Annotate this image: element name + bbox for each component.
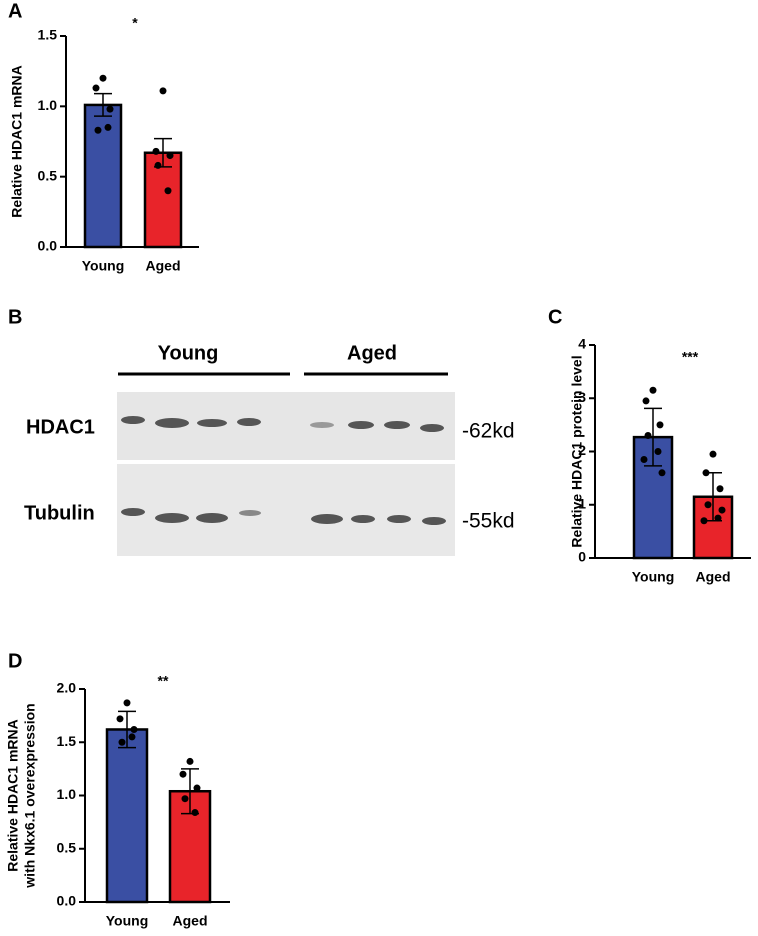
band: [348, 421, 374, 429]
error-bar: [118, 710, 136, 749]
data-point: [718, 506, 726, 514]
annotation: **: [158, 673, 169, 689]
data-point: [166, 152, 174, 160]
group-label: Young: [158, 342, 219, 364]
data-point: [702, 469, 710, 477]
data-point: [704, 501, 712, 509]
x-tick-label: Aged: [696, 569, 731, 585]
band: [121, 416, 145, 424]
band-label: Tubulin: [24, 502, 95, 524]
band: [155, 418, 189, 428]
panel-label: B: [8, 306, 22, 328]
annotation: ***: [682, 349, 699, 365]
y-axis-label: with Nkx6.1 overexpression: [22, 703, 38, 888]
data-point: [716, 485, 724, 493]
data-point: [130, 725, 138, 733]
data-point: [92, 84, 100, 92]
band: [239, 510, 261, 516]
band: [420, 424, 444, 432]
y-tick-label: 0.5: [38, 167, 58, 183]
y-tick-label: 2.0: [57, 680, 77, 696]
data-point: [179, 770, 187, 778]
data-point: [159, 87, 167, 95]
band-label: HDAC1: [26, 416, 95, 438]
bar: [632, 435, 674, 560]
data-point: [191, 809, 199, 817]
y-tick-label: 0.0: [57, 893, 77, 909]
error-bar: [644, 407, 662, 467]
y-tick-label: 0: [578, 549, 586, 565]
blot-strip: [117, 464, 455, 556]
y-tick-label: 1.5: [38, 27, 58, 43]
band: [422, 517, 446, 525]
data-point: [164, 187, 172, 195]
y-axis-label: Relative HDAC1 protein level: [569, 355, 585, 547]
y-tick-label: 1.5: [57, 733, 77, 749]
data-point: [154, 161, 162, 169]
data-point: [94, 126, 102, 134]
y-axis-label: Relative HDAC1 mRNA: [5, 719, 21, 871]
bands: [121, 416, 446, 525]
data-point: [152, 147, 160, 155]
band: [351, 515, 375, 523]
data-point: [642, 397, 650, 405]
y-tick-label: 2: [578, 442, 586, 458]
data-point: [640, 455, 648, 463]
data-point: [123, 699, 131, 707]
band-size: -62kd: [462, 420, 515, 443]
data-point: [106, 105, 114, 113]
data-point: [118, 738, 126, 746]
band: [311, 514, 343, 524]
band: [310, 422, 334, 428]
panel-label: C: [548, 306, 562, 328]
panel-label: D: [8, 650, 22, 672]
data-point: [700, 517, 708, 525]
data-point: [709, 450, 717, 458]
x-tick-label: Aged: [146, 258, 181, 274]
band: [121, 508, 145, 516]
data-point: [99, 74, 107, 82]
bar: [105, 728, 149, 904]
y-tick-label: 3: [578, 389, 586, 405]
data-point: [181, 795, 189, 803]
panel-label: A: [8, 0, 22, 22]
data-point: [104, 123, 112, 131]
y-tick-label: 4: [578, 336, 586, 352]
data-point: [186, 757, 194, 765]
y-tick-label: 0.0: [38, 238, 58, 254]
band: [387, 515, 411, 523]
data-point: [654, 448, 662, 455]
y-tick-label: 1.0: [38, 97, 58, 113]
y-tick-label: 1: [578, 495, 586, 511]
band: [384, 421, 410, 429]
data-point: [193, 784, 201, 792]
x-tick-label: Aged: [173, 913, 208, 929]
y-tick-label: 1.0: [57, 786, 77, 802]
x-tick-label: Young: [106, 913, 149, 929]
data-point: [644, 432, 652, 440]
band: [197, 419, 227, 427]
data-point: [116, 715, 124, 723]
annotation: *: [132, 15, 138, 31]
group-label: Aged: [347, 342, 397, 364]
data-point: [128, 733, 136, 741]
bar: [83, 103, 123, 249]
y-tick-label: 0.5: [57, 839, 77, 855]
x-tick-label: Young: [82, 258, 125, 274]
y-axis-label: Relative HDAC1 mRNA: [9, 65, 25, 217]
band-size: -55kd: [462, 510, 515, 533]
band: [237, 418, 261, 426]
data-point: [714, 514, 722, 522]
data-point: [658, 469, 666, 477]
x-tick-label: Young: [632, 569, 675, 585]
band: [155, 513, 189, 523]
error-bar: [94, 92, 112, 117]
data-point: [649, 386, 657, 394]
band: [196, 513, 228, 523]
data-point: [656, 421, 664, 429]
